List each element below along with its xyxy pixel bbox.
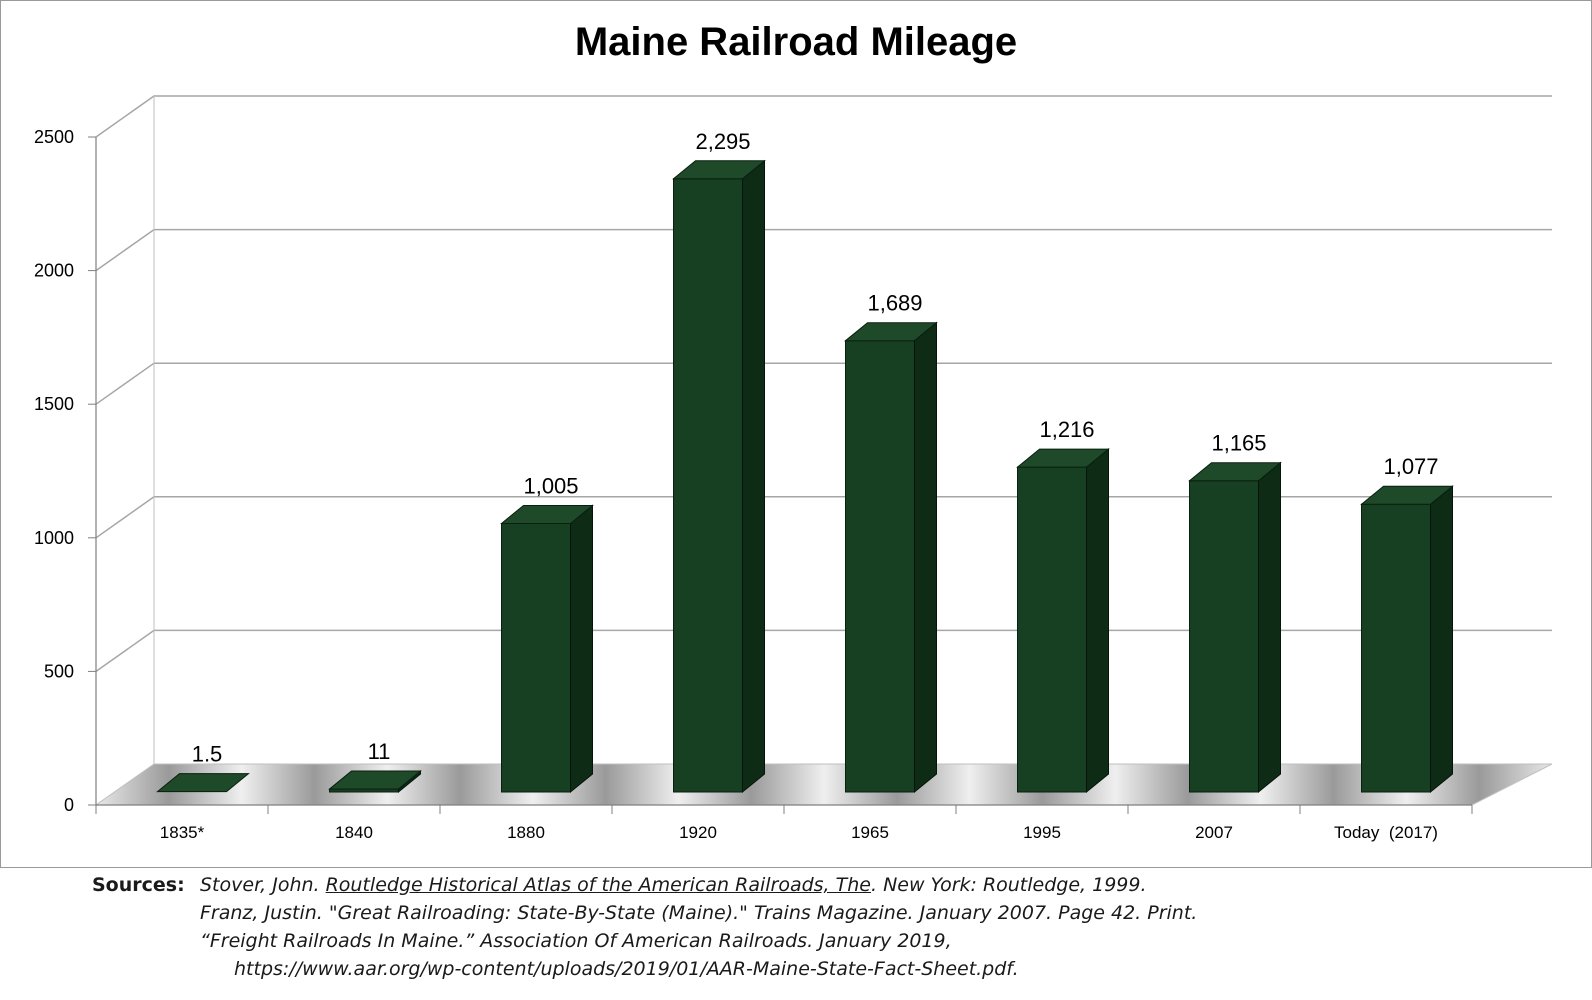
bar (328, 770, 422, 794)
x-tick-label: 1840 (335, 823, 373, 842)
data-label: 1,165 (1211, 431, 1266, 456)
data-label: 1,689 (867, 291, 922, 316)
source-entry-3-url: https://www.aar.org/wp-content/uploads/2… (234, 958, 1019, 980)
x-tick-label: Today (2017) (1334, 823, 1438, 842)
chart-title: Maine Railroad Mileage (575, 20, 1017, 64)
y-tick-label: 1500 (34, 394, 74, 414)
bar (500, 504, 594, 794)
source-1-post: . New York: Routledge, 1999. (870, 874, 1147, 896)
data-label: 11 (368, 739, 391, 764)
chart-floor (94, 763, 1553, 806)
y-tick-label: 2500 (34, 127, 74, 147)
source-1-title: Routledge Historical Atlas of the Americ… (325, 874, 871, 896)
y-tick-label: 1000 (34, 528, 74, 548)
data-label: 1,216 (1039, 417, 1094, 442)
bar (1188, 461, 1282, 794)
source-entry-2: Franz, Justin. "Great Railroading: State… (200, 902, 1198, 924)
source-1-pre: Stover, John. (200, 874, 326, 896)
sources-heading: Sources: (92, 874, 185, 896)
bar (1360, 485, 1454, 794)
source-entry-3: “Freight Railroads In Maine.” Associatio… (200, 930, 952, 952)
bar (672, 159, 766, 794)
chart-frame: Maine Railroad Mileage 0 500 1000 1500 2000 2… (0, 0, 1592, 868)
x-tick-label: 1920 (679, 823, 717, 842)
x-tick-label: 1965 (851, 823, 889, 842)
data-label: 1,005 (523, 473, 578, 498)
y-tick-label: 2000 (34, 261, 74, 281)
bar-chart: Maine Railroad Mileage 0 500 1000 1500 2000 2… (0, 0, 1592, 868)
data-label: 2,295 (695, 129, 750, 154)
chart-border (0, 0, 1592, 868)
data-label: 1.5 (192, 742, 223, 767)
data-label: 1,077 (1383, 454, 1438, 479)
bar (156, 773, 250, 793)
x-tick-label: 1880 (507, 823, 545, 842)
y-tick-label: 0 (64, 795, 74, 815)
bar (1016, 448, 1110, 794)
x-tick-label: 1835* (160, 823, 205, 842)
x-tick-label: 1995 (1023, 823, 1061, 842)
bar (844, 321, 938, 794)
x-tick-label: 2007 (1195, 823, 1233, 842)
source-entry-1: Stover, John. Routledge Historical Atlas… (200, 874, 1147, 896)
y-tick-label: 500 (44, 661, 74, 681)
